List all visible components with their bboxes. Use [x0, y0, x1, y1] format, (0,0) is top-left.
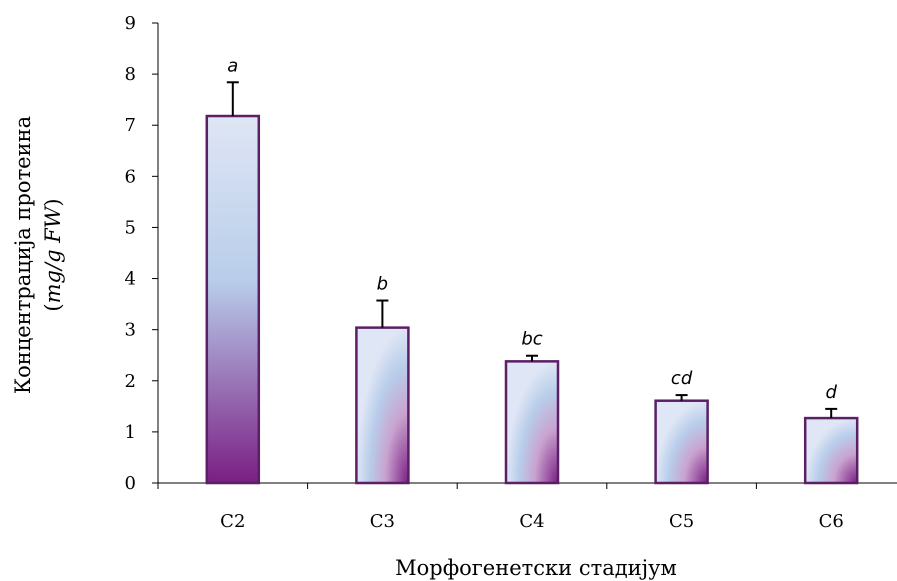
y-tick-label: 1	[125, 422, 136, 443]
y-tick-label: 9	[125, 13, 136, 34]
y-tick-label: 6	[125, 166, 136, 187]
x-axis-title: Морфогенетски стадијум	[395, 556, 677, 580]
x-tick-label: C4	[519, 511, 544, 532]
y-axis-title-line2: (mg/g FW)	[41, 198, 65, 311]
significance-label: d	[825, 382, 837, 403]
bar	[654, 399, 709, 485]
error-bars	[226, 81, 838, 419]
y-tick-label: 7	[125, 115, 136, 136]
bar	[355, 326, 410, 485]
y-tick-label: 3	[125, 320, 136, 341]
y-axis-title-open-paren: (	[41, 303, 65, 311]
y-tick-label: 2	[125, 371, 136, 392]
y-tick-label: 4	[125, 269, 136, 290]
y-axis-title-unit: mg/g FW	[41, 204, 65, 303]
y-axis-title: Концентрација протеина (mg/g FW)	[11, 116, 65, 394]
y-tick-label: 8	[125, 64, 136, 85]
y-tick-label: 0	[125, 473, 136, 494]
x-axis: C2 C3 C4 C5 C6	[157, 482, 897, 532]
y-axis-title-line1: Концентрација протеина	[11, 116, 35, 394]
significance-label: cd	[671, 368, 693, 389]
significance-labels: a b bc cd d	[227, 55, 837, 403]
bar	[803, 416, 859, 485]
y-axis-title-close-paren: )	[41, 198, 65, 206]
bar	[205, 114, 261, 485]
bars	[205, 114, 859, 485]
significance-label: bc	[521, 329, 542, 350]
significance-label: a	[227, 55, 238, 76]
y-tick-label: 5	[125, 217, 136, 238]
significance-label: b	[377, 274, 388, 295]
x-tick-label: C5	[669, 511, 694, 532]
x-tick-label: C3	[370, 511, 395, 532]
x-tick-label: C6	[819, 511, 844, 532]
x-tick-label: C2	[220, 511, 245, 532]
bar	[504, 360, 560, 485]
y-axis: 0 1 2 3 4 5 6 7 8 9	[125, 13, 159, 494]
